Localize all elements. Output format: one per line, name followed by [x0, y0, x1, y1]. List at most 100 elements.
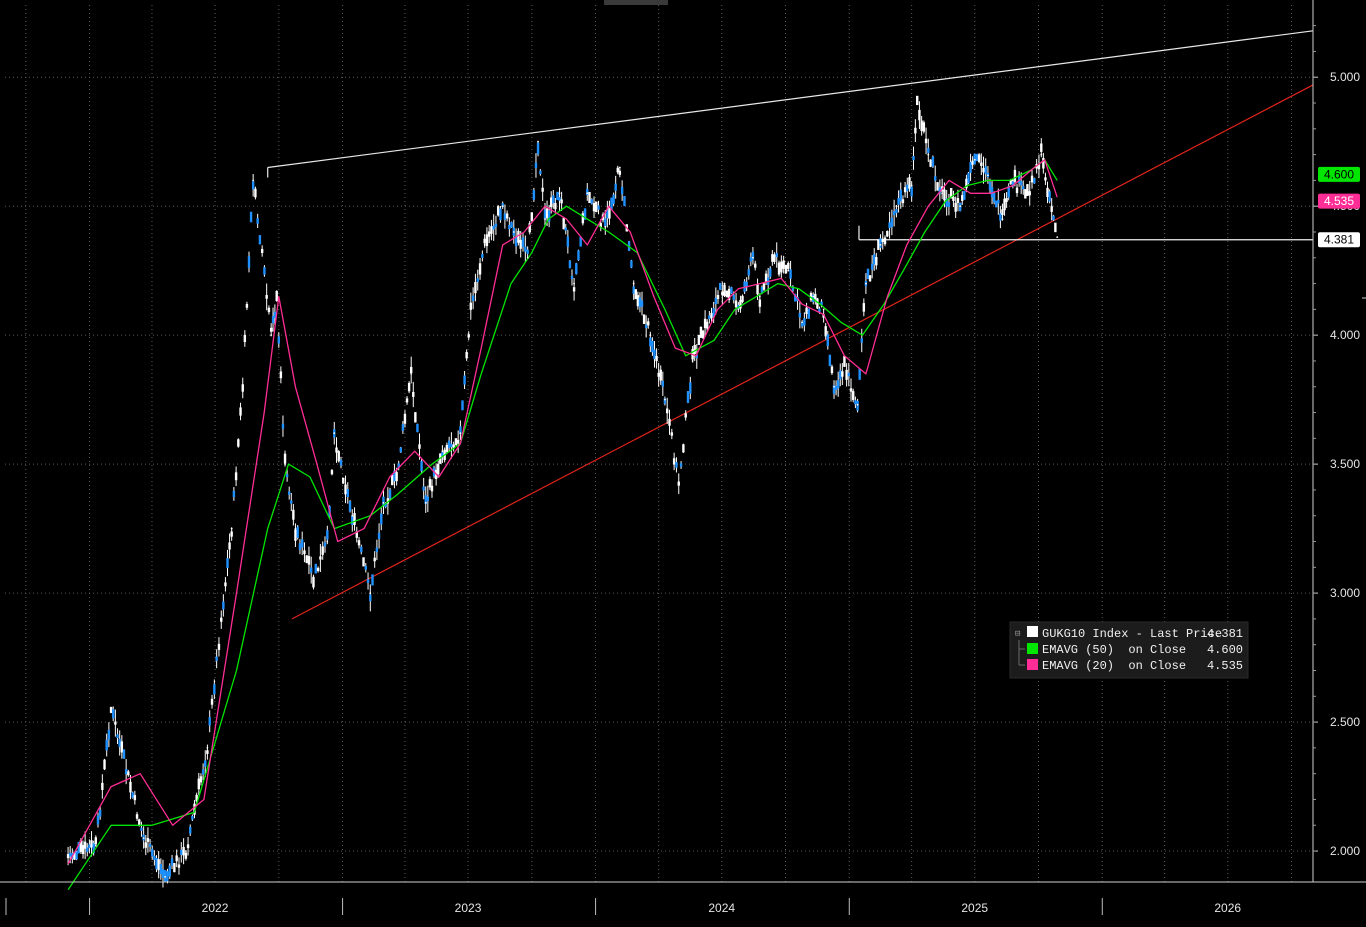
price-bar-body [256, 218, 259, 224]
price-bar-body [541, 187, 544, 192]
price-bar-body [459, 426, 462, 435]
price-bar-body [483, 238, 486, 244]
price-bar-body [943, 189, 946, 201]
price-bar-body [730, 287, 733, 294]
price-bar-body [397, 463, 400, 468]
price-point [326, 540, 329, 543]
price-bar-body [217, 643, 221, 650]
price-bar-body [1042, 157, 1045, 169]
price-bar-body [94, 837, 98, 845]
price-bar-body [642, 314, 646, 324]
price-bar-body [610, 197, 613, 210]
price-bar-body [638, 297, 642, 308]
price-bar-body [832, 385, 836, 394]
price-bar-body [186, 844, 190, 849]
price-point [1040, 153, 1043, 156]
price-bar-body [732, 294, 735, 301]
price-point [410, 372, 413, 375]
price-bar-body [281, 423, 285, 429]
price-bar-body [847, 372, 851, 377]
price-bar-body [107, 729, 111, 740]
price-point [110, 708, 112, 711]
price-bar-body [703, 318, 707, 329]
price-bar-body [623, 195, 626, 207]
price-bar-body [901, 199, 905, 204]
price-bar-body [971, 160, 974, 165]
price-point [424, 501, 427, 504]
price-bar-body [739, 300, 742, 309]
upper-trendline [267, 30, 1314, 169]
price-bar-body [897, 197, 900, 205]
price-bar-body [166, 871, 169, 881]
value-tags: 4.600 4.535 4.381 [1318, 166, 1360, 248]
y-tick-label: 3.000 [1330, 586, 1360, 600]
price-bar-body [418, 444, 421, 449]
price-bar-body [399, 447, 402, 453]
price-bar-body [590, 199, 593, 204]
price-bar-body [422, 486, 425, 491]
price-bar-body [1019, 181, 1023, 186]
price-bar-body [575, 263, 578, 275]
price-bar-body [843, 355, 846, 367]
price-bar-body [990, 187, 994, 198]
price-bar-body [342, 477, 345, 484]
price-point [220, 618, 223, 620]
price-bar-body [346, 488, 349, 497]
legend[interactable]: ⊟ GUKG10 Index - Last Price 4.381 EMAVG … [1009, 621, 1249, 679]
price-point [206, 746, 209, 749]
price-bar-body [657, 372, 660, 377]
price-bar-body [344, 484, 347, 495]
price-bar-body [924, 138, 928, 144]
price-bar-body [562, 217, 565, 230]
price-bar-body [568, 260, 572, 268]
price-bar-body [586, 188, 589, 196]
price-bar-body [620, 186, 624, 195]
price-bar-body [936, 182, 939, 191]
price-bar-body [789, 269, 792, 279]
price-bar-body [118, 738, 121, 748]
price-bar-body [771, 254, 774, 262]
price-bar-body [751, 251, 755, 260]
price-bar-body [144, 842, 147, 848]
price-bar-body [210, 698, 214, 705]
x-year-label: 2022 [202, 901, 229, 915]
price-bar-body [386, 498, 390, 504]
price-bar-body [734, 300, 738, 308]
price-bar-body [824, 326, 827, 337]
price-bar-body [938, 187, 942, 194]
price-bar-body [283, 453, 287, 464]
price-bar-body [699, 326, 703, 338]
price-point [927, 153, 930, 156]
price-bar-body [153, 855, 156, 860]
x-year-label: 2024 [708, 901, 735, 915]
price-bar-body [929, 159, 932, 167]
price-bar-body [754, 263, 757, 268]
price-bar-body [416, 423, 419, 433]
price-bar-body [758, 299, 762, 307]
tag-ema50: 4.600 [1318, 166, 1360, 182]
price-bar-body [521, 237, 525, 248]
price-bar-body [182, 846, 185, 856]
price-bar-body [191, 815, 194, 820]
price-bar-body [814, 293, 817, 299]
price-bar-body [447, 440, 451, 448]
price-bar-body [539, 170, 542, 175]
price-bar-body [908, 177, 911, 189]
trendlines [267, 30, 1314, 620]
series-ema20-line [67, 159, 1058, 865]
price-bar-body [120, 741, 124, 753]
price-bar-body [984, 166, 987, 174]
price-bar-body [445, 444, 449, 452]
price-bar-body [805, 307, 808, 315]
price-bar-body [173, 863, 176, 873]
price-bar-body [382, 496, 385, 507]
price-bar-body [764, 273, 768, 282]
price-bar-body [718, 283, 722, 290]
price-bar-body [630, 260, 633, 268]
top-tab[interactable] [604, 0, 668, 5]
price-bar-body [1005, 198, 1008, 202]
price-bar-body [348, 501, 352, 512]
price-point [632, 282, 635, 285]
price-bar-body [606, 210, 609, 219]
price-bar-body [647, 321, 650, 326]
